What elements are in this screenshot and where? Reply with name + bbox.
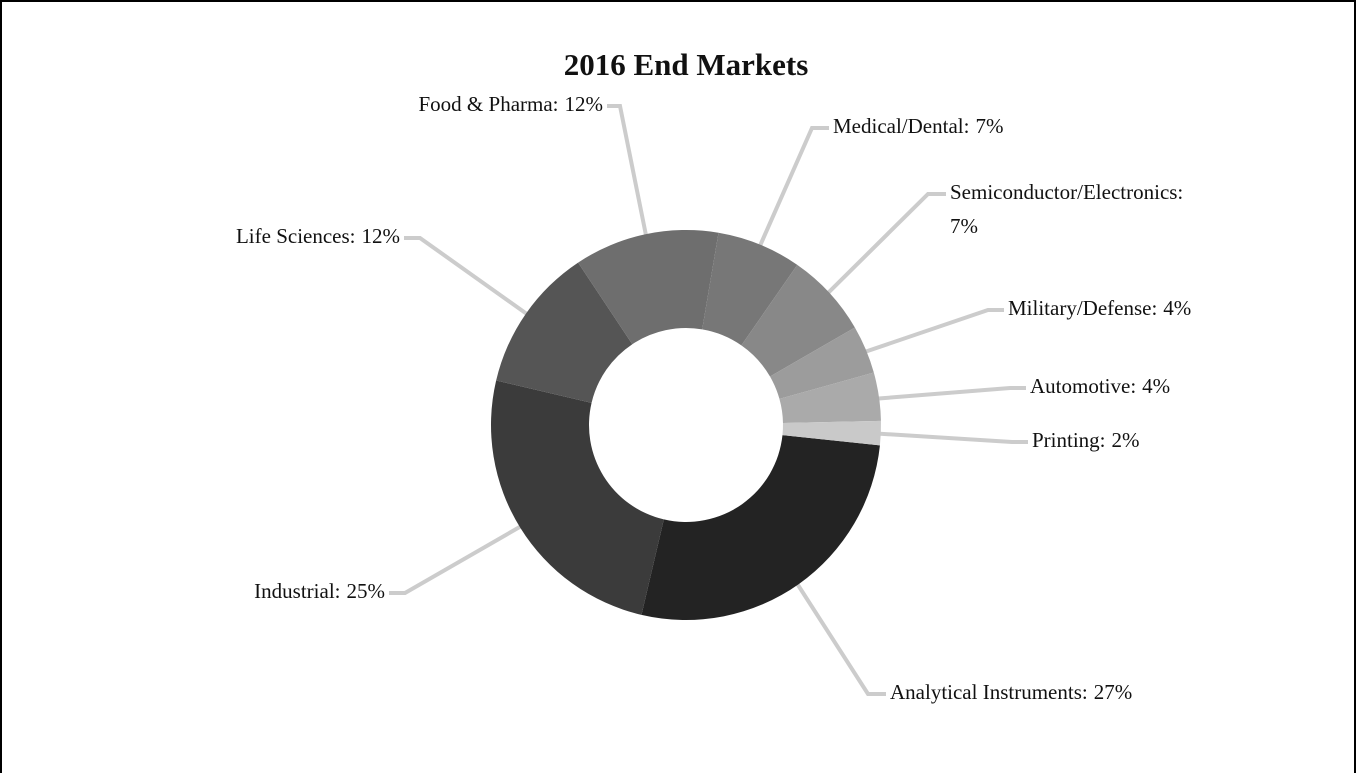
- donut-slice: [782, 420, 881, 446]
- slice-category: Medical/Dental:: [833, 114, 969, 138]
- slice-value-label: 7%: [950, 214, 978, 238]
- leader-lines: [389, 104, 1028, 696]
- donut-slice: [741, 264, 855, 377]
- leader-line: [746, 126, 829, 273]
- leader-line: [851, 429, 1028, 444]
- donut-slice: [702, 232, 798, 346]
- slice-category: Printing:: [1032, 428, 1106, 452]
- donut-slice: [491, 380, 664, 615]
- leader-line: [849, 386, 1026, 403]
- slice-label: Medical/Dental: 7%: [833, 114, 1003, 138]
- slice-label: Analytical Instruments: 27%: [890, 680, 1132, 704]
- donut-slice: [578, 230, 719, 345]
- leader-line: [389, 510, 547, 595]
- chart-title: 2016 End Markets: [564, 47, 809, 82]
- slice-category: Food & Pharma:: [419, 92, 559, 116]
- slice-value-label: 12%: [565, 92, 604, 116]
- slice-value-label: 4%: [1163, 296, 1191, 320]
- slice-category: Military/Defense:: [1008, 296, 1157, 320]
- leader-line: [780, 559, 886, 696]
- leader-line: [404, 236, 552, 333]
- leader-line: [607, 104, 654, 264]
- slice-value-label: 7%: [975, 114, 1003, 138]
- slice-label: Printing: 2%: [1032, 428, 1140, 452]
- slice-label: Industrial: 25%: [254, 579, 385, 603]
- slice-value-label: 27%: [1094, 680, 1133, 704]
- donut-slice: [779, 372, 881, 423]
- leader-line: [806, 192, 946, 315]
- slice-value-label: 25%: [347, 579, 386, 603]
- donut-slice: [770, 327, 874, 399]
- slice-label: Food & Pharma: 12%: [419, 92, 604, 116]
- donut-slice: [641, 435, 880, 620]
- slice-label: Automotive: 4%: [1030, 374, 1170, 398]
- slice-category: Life Sciences:: [236, 224, 356, 248]
- slice-label: Semiconductor/Electronics:: [950, 180, 1183, 204]
- donut-slice: [496, 262, 633, 403]
- slice-label: Life Sciences: 12%: [236, 224, 400, 248]
- slice-value-label: 4%: [1142, 374, 1170, 398]
- slice-category: Industrial:: [254, 579, 340, 603]
- slice-label: Military/Defense: 4%: [1008, 296, 1191, 320]
- slice-value-label: 12%: [362, 224, 401, 248]
- slice-category: Automotive:: [1030, 374, 1136, 398]
- leader-line: [838, 308, 1004, 363]
- slice-value-label: 2%: [1112, 428, 1140, 452]
- slice-category: Analytical Instruments:: [890, 680, 1088, 704]
